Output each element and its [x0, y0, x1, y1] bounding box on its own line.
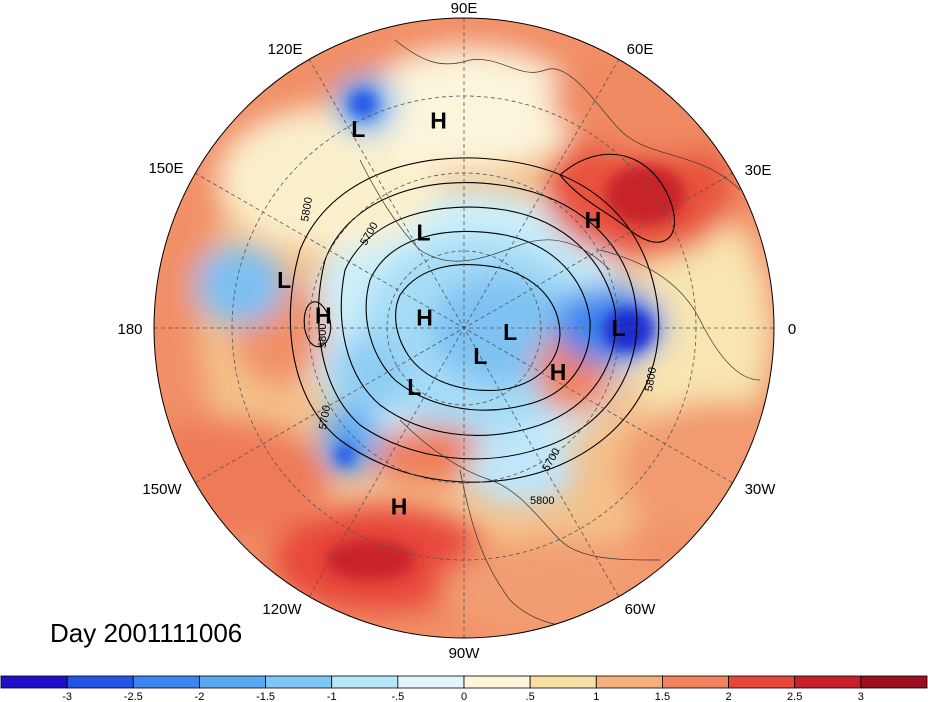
colorbar-tick-label: -1.5 — [256, 691, 275, 702]
high-pressure-label: H — [315, 303, 332, 329]
colorbar-box — [0, 675, 68, 689]
longitude-labels: 90E 60E 30E 0 30W 60W 90W 120W 150W 180 … — [117, 0, 796, 662]
height-contours — [289, 153, 675, 483]
map-boundary — [153, 17, 775, 639]
lon-label-30e: 30E — [745, 162, 772, 179]
colorbar-tick-label: -.5 — [391, 691, 404, 702]
low-pressure-label: L — [473, 343, 487, 369]
colorbar-box — [265, 675, 333, 689]
anomaly-field — [154, 18, 774, 638]
day-title: Day 2001111006 — [50, 618, 243, 648]
colorbar-box — [66, 675, 134, 689]
contour-label: 5700 — [317, 404, 333, 430]
lon-label-120w: 120W — [262, 601, 302, 618]
colorbar-tick-label: -1 — [327, 691, 337, 702]
colorbar-box — [794, 675, 862, 689]
colorbar-box — [662, 675, 729, 689]
lon-label-180: 180 — [117, 321, 142, 338]
colorbar-tick-label: 0 — [461, 691, 467, 702]
contour-label: 5800 — [643, 366, 659, 392]
lon-label-60e: 60E — [627, 41, 654, 58]
colorbar-tick-label: 1 — [593, 691, 599, 702]
colorbar-box — [595, 675, 663, 689]
colorbar-tick-label: .5 — [526, 691, 535, 702]
lon-label-150e: 150E — [148, 160, 183, 177]
colorbar-ticks: -3 -2.5 -2 -1.5 -1 -.5 0 .5 1 1.5 2 2.5 3 — [62, 691, 864, 702]
low-pressure-label: L — [407, 374, 421, 400]
lon-label-150w: 150W — [142, 481, 182, 498]
colorbar-tick-label: 2 — [726, 691, 732, 702]
lon-label-30w: 30W — [745, 481, 777, 498]
lon-label-60w: 60W — [625, 601, 657, 618]
colorbar-box — [397, 675, 465, 689]
colorbar: -3 -2.5 -2 -1.5 -1 -.5 0 .5 1 1.5 2 2.5 3 — [0, 675, 928, 702]
colorbar-box — [529, 675, 597, 689]
contour-label: 5800 — [317, 324, 329, 348]
colorbar-tick-label: -3 — [62, 691, 72, 702]
colorbar-tick-label: 1.5 — [655, 691, 670, 702]
graticule — [154, 18, 774, 638]
colorbar-box — [331, 675, 399, 689]
contour-label: 5800 — [530, 495, 554, 507]
low-pressure-label: L — [277, 267, 291, 293]
lon-label-90e: 90E — [451, 0, 478, 17]
lon-label-120e: 120E — [267, 41, 302, 58]
coastlines — [359, 39, 761, 627]
colorbar-box — [860, 675, 928, 689]
colorbar-box — [199, 675, 266, 689]
high-pressure-label: H — [430, 108, 447, 134]
low-pressure-label: L — [416, 220, 430, 246]
colorbar-box — [132, 675, 200, 689]
contour-label: 5800 — [299, 196, 315, 222]
high-pressure-label: H — [391, 494, 408, 520]
high-pressure-label: H — [585, 207, 602, 233]
colorbar-boxes — [0, 675, 928, 689]
high-pressure-label: H — [416, 304, 433, 330]
colorbar-tick-label: 3 — [858, 691, 864, 702]
lon-label-90w: 90W — [449, 645, 481, 662]
high-pressure-label: H — [550, 359, 567, 385]
colorbar-box — [463, 675, 531, 689]
colorbar-box — [728, 675, 796, 689]
low-pressure-label: L — [503, 319, 517, 345]
low-pressure-label: L — [612, 315, 626, 341]
colorbar-tick-label: -2.5 — [124, 691, 143, 702]
colorbar-tick-label: 2.5 — [787, 691, 802, 702]
lon-label-0: 0 — [788, 321, 796, 338]
colorbar-tick-label: -2 — [195, 691, 205, 702]
low-pressure-label: L — [351, 116, 365, 142]
